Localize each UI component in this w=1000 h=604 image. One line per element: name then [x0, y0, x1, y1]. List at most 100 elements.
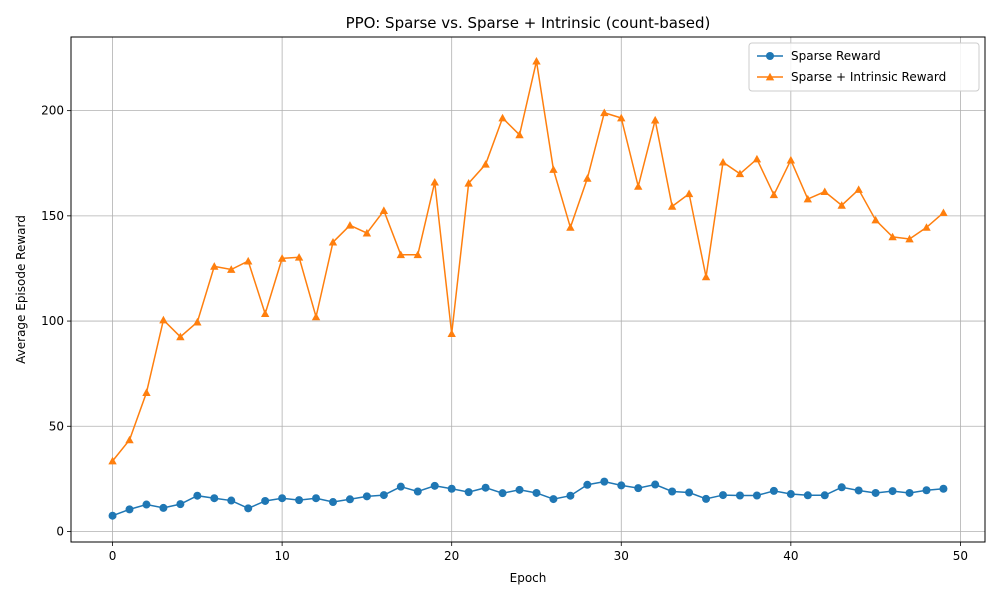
data-point [159, 503, 168, 512]
data-point [244, 504, 253, 513]
x-tick-label: 40 [783, 549, 798, 563]
data-point [905, 488, 914, 497]
data-point [481, 483, 490, 492]
legend-marker [765, 72, 775, 81]
data-point [820, 187, 829, 196]
data-point [396, 250, 406, 259]
data-point [176, 500, 185, 509]
x-tick-label: 50 [953, 549, 968, 563]
data-point [362, 492, 371, 501]
data-point [396, 482, 405, 491]
data-point [447, 329, 456, 338]
data-point [108, 456, 117, 465]
x-axis-label: Epoch [510, 571, 547, 585]
data-point [549, 495, 558, 504]
data-point [345, 221, 355, 229]
data-point [786, 155, 796, 164]
data-point [803, 194, 812, 203]
data-point [634, 182, 643, 190]
data-point [532, 488, 541, 497]
data-point [803, 491, 812, 500]
data-point [905, 234, 914, 243]
legend-label: Sparse + Intrinsic Reward [791, 70, 946, 84]
series-sparse-reward [108, 477, 948, 520]
data-point [447, 484, 456, 493]
data-point [142, 500, 151, 509]
data-point [702, 494, 711, 503]
data-point [125, 435, 134, 444]
data-point [735, 491, 744, 500]
data-point [295, 496, 304, 505]
data-point [464, 179, 473, 187]
data-point [650, 115, 660, 124]
y-tick-label: 150 [41, 209, 64, 223]
data-point [430, 481, 439, 490]
data-point [379, 491, 388, 500]
y-tick-label: 200 [41, 104, 64, 118]
data-point [566, 491, 575, 500]
data-point [634, 484, 643, 493]
data-point [328, 498, 337, 507]
x-axis-ticks: 0 10 20 30 40 50 [109, 542, 968, 563]
data-point [277, 254, 287, 262]
data-point [294, 253, 304, 261]
y-tick-label: 100 [41, 314, 64, 328]
data-point [871, 215, 880, 224]
legend-label: Sparse Reward [791, 49, 881, 63]
data-point [752, 491, 761, 500]
grid-lines [71, 37, 985, 542]
legend: Sparse Reward Sparse + Intrinsic Reward [748, 42, 980, 92]
data-point [345, 495, 354, 504]
series-sparse-intrinsic-reward [108, 56, 948, 465]
data-point [210, 494, 219, 503]
data-point [684, 189, 694, 198]
data-point [752, 154, 762, 163]
data-point [193, 491, 202, 500]
series-line [111, 61, 944, 462]
data-point [651, 480, 660, 489]
data-point [854, 486, 863, 495]
data-point [481, 160, 490, 168]
data-point [362, 228, 372, 237]
data-point [532, 56, 541, 65]
data-point [769, 190, 779, 199]
data-point [278, 494, 287, 503]
data-point [261, 496, 270, 505]
legend-item: Sparse + Intrinsic Reward [757, 70, 946, 84]
data-point [820, 491, 829, 500]
y-tick-label: 50 [49, 419, 64, 433]
data-point [871, 488, 880, 497]
data-point [769, 486, 778, 495]
data-point [566, 223, 575, 231]
data-point [193, 317, 202, 326]
series-group [108, 56, 948, 520]
data-point [701, 272, 711, 281]
data-point [125, 505, 134, 514]
data-point [312, 494, 321, 503]
data-point [600, 108, 609, 117]
data-point [515, 485, 524, 494]
data-point [159, 315, 168, 324]
y-tick-label: 0 [56, 524, 64, 538]
data-point [888, 232, 897, 241]
data-point [837, 201, 846, 209]
data-point [922, 486, 931, 495]
data-point [617, 113, 626, 122]
y-axis-ticks: 0 50 100 150 200 [41, 104, 71, 538]
y-axis-label: Average Episode Reward [14, 215, 28, 364]
data-point [260, 309, 270, 318]
legend-box [748, 42, 980, 92]
data-point [413, 250, 422, 259]
data-point [922, 223, 931, 231]
data-point [837, 483, 846, 492]
x-tick-label: 0 [109, 549, 117, 563]
data-point [939, 208, 948, 217]
data-point [854, 185, 863, 193]
data-point [667, 202, 677, 210]
x-tick-label: 30 [614, 549, 629, 563]
data-point [685, 488, 694, 497]
legend-marker [766, 52, 774, 60]
data-point [668, 487, 677, 496]
